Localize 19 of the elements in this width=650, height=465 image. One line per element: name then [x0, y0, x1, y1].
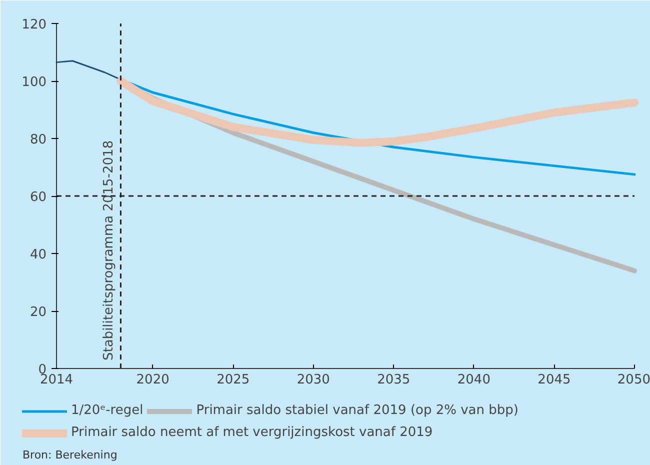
x-tick-label: 2050 [617, 372, 650, 388]
line-series [56, 60, 122, 80]
y-tick-label: 40 [30, 248, 47, 262]
y-tick-label: 20 [30, 305, 47, 320]
x-tick-label: 2035 [377, 372, 410, 388]
text: Bron: Berekening [22, 448, 118, 462]
y-tick-label: 80 [30, 132, 47, 148]
ref-line-label: Stabiliteitsprogramma 2015-2018 [102, 140, 117, 360]
x-tick-label: 2040 [457, 372, 490, 388]
x-tick-label: 2030 [296, 372, 330, 388]
x-tick-label: 2045 [538, 372, 571, 388]
x-tick-label: 2025 [216, 372, 250, 388]
legend-label: Primair saldo stabiel vanaf 2019 (op 2% van bbp) [196, 403, 518, 418]
y-tick-label: 100 [22, 75, 47, 90]
y-tick-label: 120 [22, 18, 47, 32]
legend-label: Primair saldo neemt af met vergrijzingskost vanaf 2019 [71, 425, 433, 440]
legend-label: 1/20ᵉ-regel [71, 403, 144, 418]
y-tick-label: 60 [30, 190, 47, 205]
x-tick-label: 2020 [136, 372, 170, 388]
